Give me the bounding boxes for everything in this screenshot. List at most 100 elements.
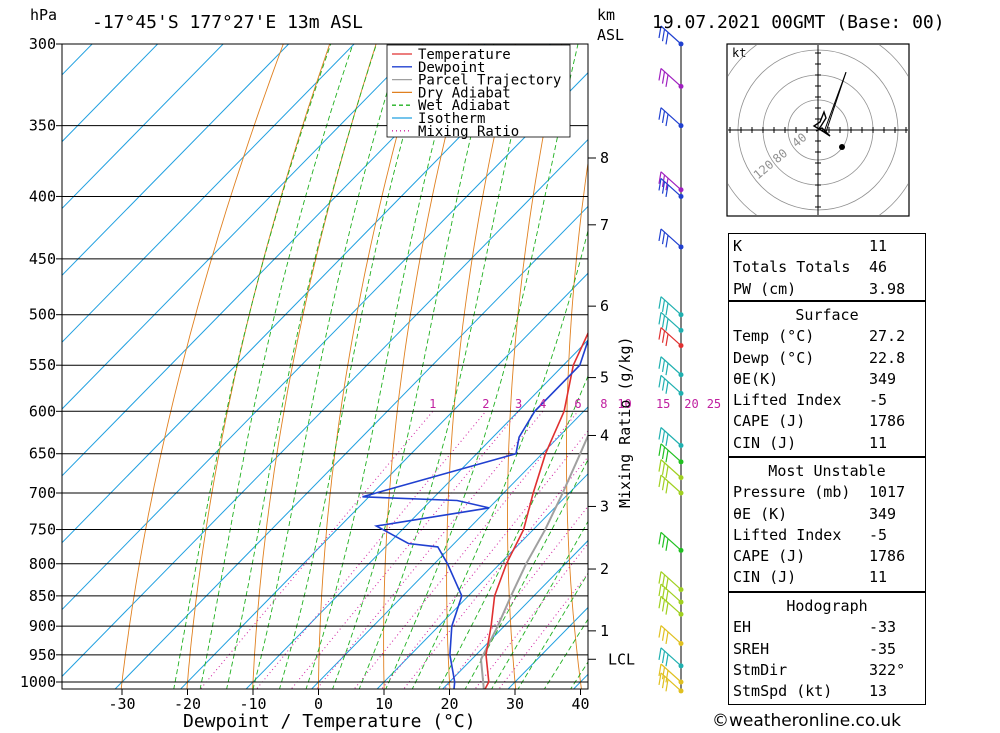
mixing-ratio-label: 6: [574, 397, 581, 411]
wet-adiabat-line: [464, 458, 588, 689]
isotherm-line: [114, 205, 588, 689]
wind-barb-dot: [678, 641, 684, 647]
wind-barb-dot: [678, 123, 684, 129]
wind-barb-flag: [665, 465, 669, 479]
wind-barb-flag: [665, 631, 669, 645]
isotherm-line: [62, 44, 421, 410]
wind-barb-flag: [658, 228, 662, 242]
mixing-ratio-label: 3: [515, 397, 522, 411]
wind-barb-flag: [661, 574, 666, 587]
wind-barb-flag: [661, 378, 666, 391]
mixing-ratio-axis-title: Mixing Ratio (g/kg): [616, 336, 634, 508]
wind-barb-flag: [658, 532, 662, 545]
stmdir-value: 322°: [869, 660, 906, 679]
legend-label: Dry Adiabat: [418, 85, 511, 101]
wind-barb-flag: [658, 663, 662, 677]
hodograph-panel: Hodograph EH -33 SREH -35 StmDir 322° StmSp…: [728, 592, 926, 705]
wind-barb-dot: [678, 475, 684, 481]
wind-barb-staff: [660, 583, 682, 603]
wind-barb-staff: [660, 311, 682, 331]
wind-barb-flag: [665, 235, 669, 248]
wind-barb-dot: [678, 327, 684, 333]
pressure-tick-label: 650: [29, 445, 56, 463]
wet-adiabat-line: [173, 44, 332, 689]
most-unstable-panel: Most Unstable Pressure (mb) 1017 θE (K) 34…: [728, 457, 926, 592]
sreh-value: -35: [869, 639, 897, 658]
profiles: [362, 331, 588, 689]
km-label: km: [597, 6, 615, 24]
wind-barb-flag: [665, 363, 669, 376]
dry-adiabat-line: [933, 26, 1000, 698]
eh-value: -33: [869, 618, 897, 637]
wind-barb-dot: [678, 244, 684, 250]
isotherm-line: [62, 44, 224, 210]
dry-adiabat-line: [186, 44, 331, 689]
wind-barb-staff: [660, 356, 682, 376]
legend-box: [386, 44, 571, 138]
wind-barb-dot: [678, 187, 684, 193]
surface-cape-label: CAPE (J): [733, 412, 806, 431]
wind-barb-flag: [661, 446, 666, 460]
wind-barb-flag: [658, 296, 662, 309]
wind-barb-flag: [658, 459, 662, 472]
surface-title: Surface: [795, 306, 859, 324]
asl-label: ASL: [597, 26, 624, 44]
datetime-label: 19.07.2021 00GMT (Base: 00): [652, 12, 945, 33]
surface-theta-value: 349: [869, 369, 897, 388]
isotherm-line: [62, 72, 588, 611]
credit-text[interactable]: ©weatheronline.co.uk: [712, 711, 902, 731]
temperature-tick-label: 0: [314, 695, 323, 713]
wind-barb-staff: [660, 672, 682, 692]
wind-barb-flag: [658, 427, 662, 440]
wind-barb-flag: [661, 650, 666, 664]
mixing-ratio-label: 1: [429, 397, 436, 411]
wind-barb-flag: [661, 667, 666, 680]
wind-barb-staff: [660, 107, 682, 127]
height-tick-label: 4: [600, 426, 609, 444]
mu-cape-label: CAPE (J): [733, 547, 806, 566]
wind-barb-flag: [661, 29, 666, 42]
surface-theta-label: θE(K): [733, 369, 779, 388]
dry-adiabat-line: [252, 44, 377, 689]
pressure-tick-label: 1000: [20, 673, 56, 691]
wind-barb-flag: [665, 602, 669, 615]
legend-label: Wet Adiabat: [418, 98, 511, 114]
wind-barb-dot: [678, 490, 684, 496]
wind-barb-dot: [678, 343, 684, 349]
wind-barb-flag: [658, 356, 662, 369]
pressure-tick-label: 950: [29, 646, 56, 664]
mu-li-label: Lifted Index: [733, 525, 842, 544]
wet-adiabat-line: [305, 44, 461, 689]
wind-barb-flag: [658, 327, 662, 340]
mixing-ratio-label: 4: [539, 397, 546, 411]
mixing-ratio-line: [290, 410, 519, 689]
surface-dewp-label: Dewp (°C): [733, 348, 815, 367]
k-value: 11: [869, 237, 888, 255]
wind-barb-dot: [678, 390, 684, 396]
hodograph-unit: kt: [732, 46, 746, 60]
pw-label: PW (cm): [733, 279, 797, 298]
wind-barb-staff: [660, 459, 682, 479]
most-unstable-title: Most Unstable: [768, 462, 886, 480]
dry-adiabat-line: [507, 44, 563, 689]
sreh-label: SREH: [733, 639, 770, 658]
indices-panel: K 11 Totals Totals 46 PW (cm) 3.98: [728, 233, 926, 301]
wind-barb-flag: [665, 481, 669, 494]
isotherm-line: [245, 339, 588, 689]
pressure-tick-label: 350: [29, 117, 56, 135]
legend-label: Temperature: [418, 47, 511, 63]
wind-barb-staff: [660, 25, 682, 45]
wind-barb-flag: [658, 672, 662, 686]
wind-barb-dot: [678, 443, 684, 449]
wind-barb-flag: [661, 462, 666, 475]
wind-barb-flag: [665, 577, 669, 591]
wet-adiabat-line: [332, 44, 495, 689]
wind-barb-flag: [665, 538, 669, 551]
wind-barb-dot: [678, 41, 684, 47]
pressure-tick-label: 850: [29, 587, 56, 605]
pressure-tick-label: 800: [29, 555, 56, 573]
profile-parcel-trajectory: [479, 433, 588, 689]
stmspd-value: 13: [869, 682, 888, 701]
